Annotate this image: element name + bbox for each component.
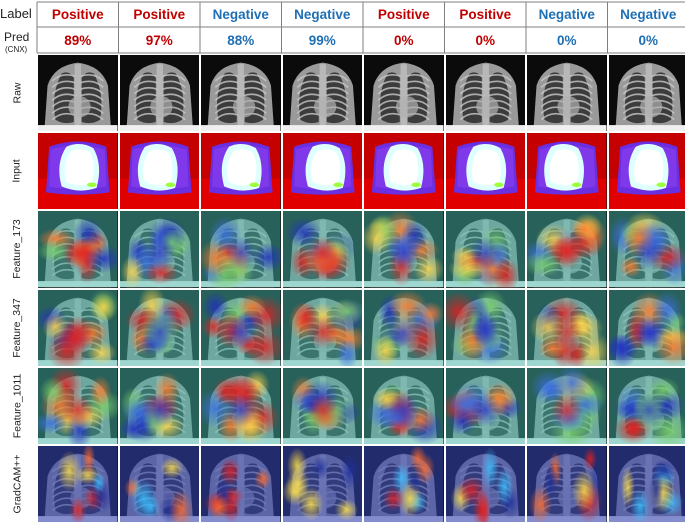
- feature-map-image: [201, 211, 281, 288]
- input-image: [364, 133, 444, 210]
- feature-map-image: [119, 211, 199, 288]
- feature-map-image: [445, 211, 525, 288]
- column-label: Negative: [294, 7, 351, 22]
- gradcam-image: [201, 446, 281, 523]
- gradcam-image: [527, 446, 607, 523]
- feature-map-image: [364, 367, 444, 444]
- gradcam-image: [282, 446, 362, 523]
- feature-map-image: [364, 289, 444, 366]
- column-label: Negative: [620, 7, 677, 22]
- raw-xray-image: [527, 55, 607, 132]
- header-grid: [36, 1, 685, 54]
- feature-map-image: [608, 367, 685, 444]
- feature-map-image: [282, 211, 362, 288]
- pred-row-subtitle: (CNX): [5, 45, 28, 54]
- feature-map-image: [527, 211, 607, 288]
- column-prediction: 0%: [638, 32, 658, 48]
- gradcam-image: [608, 446, 685, 523]
- raw-xray-image: [364, 55, 444, 132]
- input-image: [38, 133, 118, 210]
- row-label: Input: [11, 159, 24, 183]
- feature-map-image: [38, 367, 118, 444]
- row-label: Raw: [11, 82, 24, 104]
- gradcam-image: [445, 446, 525, 523]
- row-label: GradCAM++: [11, 454, 24, 514]
- feature-map-image: [364, 211, 444, 288]
- raw-xray-image: [119, 55, 199, 132]
- feature-map-image: [201, 367, 281, 444]
- column-prediction: 89%: [64, 32, 92, 48]
- feature-map-image: [38, 211, 118, 288]
- raw-xray-image: [608, 55, 685, 132]
- pred-row-title: Pred: [4, 30, 30, 44]
- row-label: Feature_173: [11, 219, 24, 280]
- column-prediction: 0%: [393, 32, 414, 48]
- feature-map-image: [608, 289, 685, 366]
- input-image: [282, 133, 362, 210]
- column-label: Positive: [51, 7, 104, 22]
- column-label: Negative: [538, 7, 595, 22]
- raw-xray-image: [282, 55, 362, 132]
- input-image: [445, 133, 525, 210]
- column-prediction: 99%: [308, 32, 336, 48]
- input-image: [608, 133, 685, 210]
- column-label: Negative: [212, 7, 269, 22]
- feature-map-image: [608, 211, 685, 288]
- gradcam-image: [38, 446, 118, 523]
- column-prediction: 88%: [227, 32, 255, 48]
- label-row-title: Label: [0, 6, 32, 21]
- feature-map-image: [445, 367, 525, 444]
- column-label: Positive: [133, 7, 186, 22]
- column-label: Positive: [377, 7, 430, 22]
- feature-map-image: [119, 289, 199, 366]
- input-image: [201, 133, 281, 210]
- raw-xray-image: [445, 55, 525, 132]
- input-image: [527, 133, 607, 210]
- feature-map-image: [445, 289, 525, 366]
- row-label: Feature_1011: [11, 373, 24, 439]
- gradcam-image: [364, 446, 444, 523]
- row-label: Feature_347: [11, 297, 24, 358]
- column-label: Positive: [459, 7, 512, 22]
- feature-map-image: [282, 367, 362, 444]
- gradcam-image: [119, 446, 199, 523]
- column-prediction: 0%: [556, 32, 577, 48]
- feature-map-image: [119, 367, 199, 444]
- feature-map-image: [527, 289, 607, 366]
- raw-xray-image: [201, 55, 281, 132]
- column-prediction: 0%: [475, 32, 495, 48]
- feature-map-image: [527, 367, 607, 444]
- feature-map-image: [38, 289, 118, 366]
- feature-map-image: [201, 289, 281, 366]
- raw-xray-image: [38, 55, 118, 132]
- input-image: [119, 133, 199, 210]
- column-prediction: 97%: [145, 32, 173, 48]
- feature-map-image: [282, 289, 362, 366]
